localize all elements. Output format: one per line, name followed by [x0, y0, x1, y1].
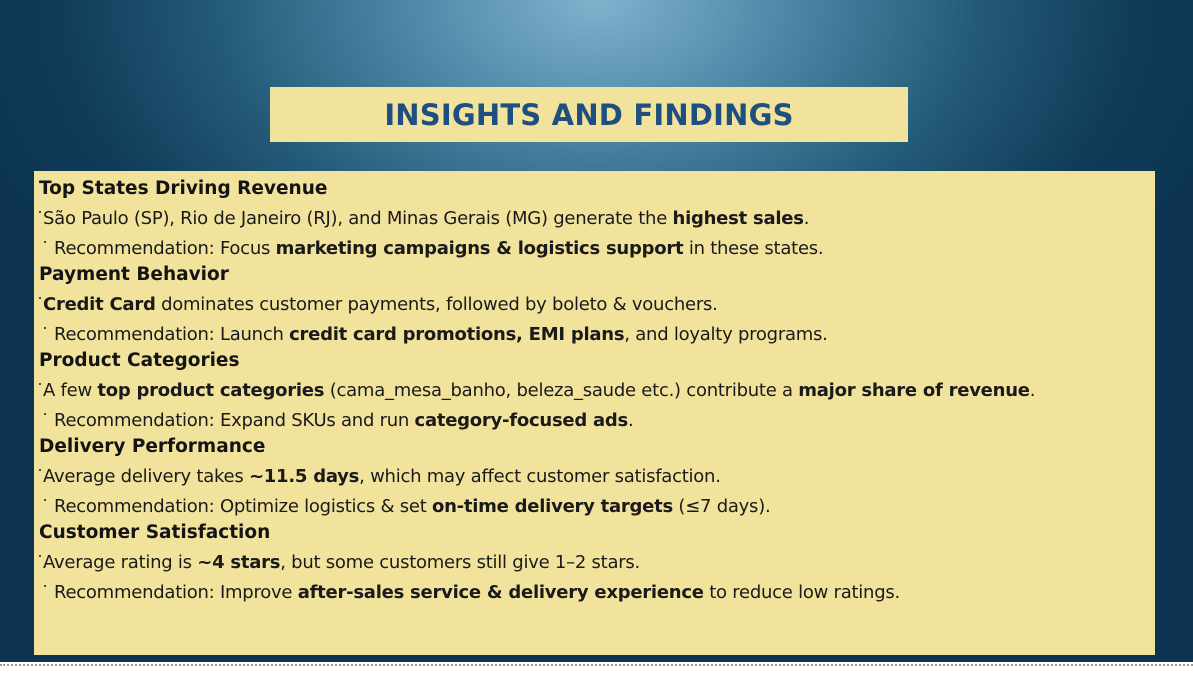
emphasis-text: marketing campaigns & logistics support [275, 238, 684, 259]
body-text: A few [43, 380, 98, 401]
recommendation-bullet: Recommendation: Launch credit card promo… [39, 320, 1155, 350]
emphasis-text: ~11.5 days [248, 466, 360, 487]
emphasis-text: Credit Card [43, 294, 156, 315]
emphasis-text: highest sales [672, 208, 804, 229]
body-text: Average delivery takes [43, 466, 249, 487]
page-title: INSIGHTS AND FINDINGS [384, 97, 794, 132]
section-heading: Product Categories [39, 350, 240, 371]
finding-bullet: A few top product categories (cama_mesa_… [39, 376, 1155, 406]
body-text: . [628, 410, 634, 431]
body-text: dominates customer payments, followed by… [155, 294, 718, 315]
body-text: Recommendation: Expand SKUs and run [54, 410, 415, 431]
section-heading: Customer Satisfaction [39, 522, 271, 543]
body-text: to reduce low ratings. [703, 582, 900, 603]
body-text: (≤7 days). [672, 496, 771, 517]
section-heading: Top States Driving Revenue [39, 178, 328, 199]
body-text: . [1029, 380, 1036, 401]
bullet-icon [44, 585, 46, 587]
section-heading: Delivery Performance [39, 436, 266, 457]
recommendation-bullet: Recommendation: Focus marketing campaign… [39, 234, 1155, 264]
body-text: , but some customers still give 1–2 star… [280, 552, 640, 573]
emphasis-text: on-time delivery targets [432, 496, 673, 517]
body-text: . [803, 208, 810, 229]
bullet-icon [39, 469, 41, 471]
emphasis-text: after-sales service & delivery experienc… [297, 582, 704, 603]
finding-bullet: Credit Card dominates customer payments,… [39, 290, 1155, 320]
finding-bullet: Average rating is ~4 stars, but some cus… [39, 548, 1155, 578]
bullet-icon [39, 297, 41, 299]
insight-section: Delivery Performance Average delivery tak… [39, 432, 1155, 522]
body-text: (cama_mesa_banho, beleza_saude etc.) con… [324, 380, 799, 401]
recommendation-bullet: Recommendation: Expand SKUs and run cate… [39, 406, 1155, 436]
finding-bullet: São Paulo (SP), Rio de Janeiro (RJ), and… [39, 204, 1155, 234]
recommendation-bullet: Recommendation: Optimize logistics & set… [39, 492, 1155, 522]
title-box: INSIGHTS AND FINDINGS [270, 87, 908, 142]
insight-section: Top States Driving Revenue São Paulo (SP)… [39, 174, 1155, 264]
bullet-icon [44, 413, 46, 415]
slide-border-dotted-line [0, 664, 1193, 666]
insight-section: Payment Behavior Credit Card dominates cu… [39, 260, 1155, 350]
body-text: São Paulo (SP), Rio de Janeiro (RJ), and… [43, 208, 673, 229]
body-text: Recommendation: Optimize logistics & set [54, 496, 432, 517]
emphasis-text: category-focused ads [414, 410, 629, 431]
body-text: Recommendation: Launch [54, 324, 290, 345]
bullet-icon [44, 241, 46, 243]
bullet-icon [39, 555, 41, 557]
body-text: , which may affect customer satisfaction… [359, 466, 721, 487]
emphasis-text: top product categories [97, 380, 325, 401]
bullet-icon [39, 383, 41, 385]
bullet-icon [44, 327, 46, 329]
emphasis-text: ~4 stars [197, 552, 281, 573]
bullet-icon [44, 499, 46, 501]
insights-content-box: Top States Driving Revenue São Paulo (SP)… [34, 171, 1155, 655]
body-text: Average rating is [43, 552, 198, 573]
recommendation-bullet: Recommendation: Improve after-sales serv… [39, 578, 1155, 608]
section-heading: Payment Behavior [39, 264, 229, 285]
bullet-icon [39, 211, 41, 213]
emphasis-text: major share of revenue [798, 380, 1030, 401]
finding-bullet: Average delivery takes ~11.5 days, which… [39, 462, 1155, 492]
insight-section: Product Categories A few top product cate… [39, 346, 1155, 436]
body-text: , and loyalty programs. [624, 324, 828, 345]
body-text: in these states. [683, 238, 824, 259]
insight-section: Customer Satisfaction Average rating is ~… [39, 518, 1155, 608]
body-text: Recommendation: Focus [54, 238, 276, 259]
emphasis-text: credit card promotions, EMI plans [289, 324, 625, 345]
body-text: Recommendation: Improve [54, 582, 298, 603]
